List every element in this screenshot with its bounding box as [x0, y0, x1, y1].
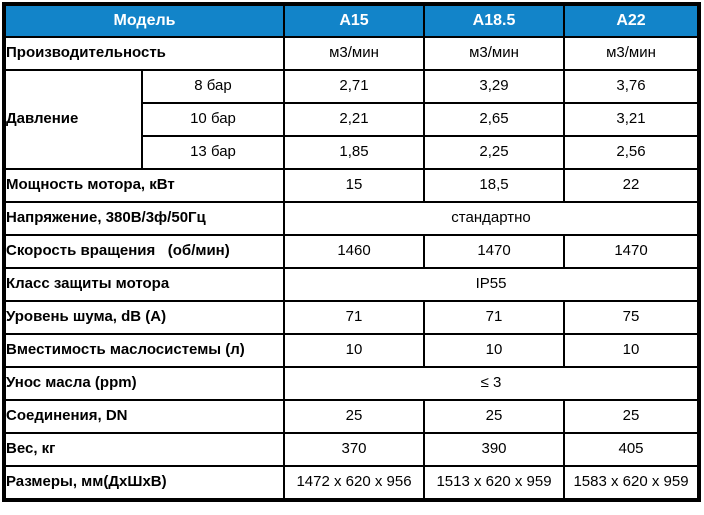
row-label-motor-power: Мощность мотора, кВт	[3, 168, 285, 203]
table-row-voltage: Напряжение, 380В/3ф/50Гц стандартно	[3, 201, 700, 236]
table-row-protection-class: Класс защиты мотора IP55	[3, 267, 700, 302]
sub-label-13bar: 13 бар	[141, 135, 285, 170]
cell-8bar-a22: 3,76	[563, 69, 700, 104]
table-row-dimensions: Размеры, мм(ДхШхВ) 1472 x 620 x 956 1513…	[3, 465, 700, 501]
cell-connections-a15: 25	[283, 399, 425, 434]
table-row-capacity: Производительность м3/мин м3/мин м3/мин	[3, 36, 700, 71]
cell-10bar-a22: 3,21	[563, 102, 700, 137]
cell-weight-a15: 370	[283, 432, 425, 467]
cell-13bar-a18-5: 2,25	[423, 135, 565, 170]
row-label-protection-class: Класс защиты мотора	[3, 267, 285, 302]
cell-dimensions-a22: 1583 x 620 x 959	[563, 465, 700, 501]
cell-oil-capacity-a22: 10	[563, 333, 700, 368]
cell-noise-level-a22: 75	[563, 300, 700, 335]
table-row-oil-carryover: Унос масла (ppm) ≤ 3	[3, 366, 700, 401]
cell-dimensions-a18-5: 1513 x 620 x 959	[423, 465, 565, 501]
table-row-pressure-10bar: 10 бар 2,21 2,65 3,21	[4, 102, 700, 137]
row-label-capacity: Производительность	[3, 36, 285, 71]
table-row-connections: Соединения, DN 25 25 25	[3, 399, 700, 434]
header-col-a22: A22	[563, 3, 700, 38]
cell-rotation-speed-a15: 1460	[283, 234, 425, 269]
cell-oil-capacity-a18-5: 10	[423, 333, 565, 368]
cell-10bar-a15: 2,21	[283, 102, 425, 137]
table-row-motor-power: Мощность мотора, кВт 15 18,5 22	[3, 168, 700, 203]
table-row-pressure-13bar: 13 бар 1,85 2,25 2,56	[4, 135, 700, 170]
cell-connections-a18-5: 25	[423, 399, 565, 434]
cell-motor-power-a22: 22	[563, 168, 700, 203]
cell-motor-power-a15: 15	[283, 168, 425, 203]
header-col-a18-5: A18.5	[423, 3, 565, 38]
cell-capacity-unit-a22: м3/мин	[563, 36, 700, 71]
cell-rotation-speed-a22: 1470	[563, 234, 700, 269]
spec-table-container: Модель A15 A18.5 A22 Производительность …	[2, 2, 701, 502]
row-label-rotation-speed: Скорость вращения (об/мин)	[3, 234, 285, 269]
cell-weight-a22: 405	[563, 432, 700, 467]
cell-rotation-speed-a18-5: 1470	[423, 234, 565, 269]
row-label-oil-carryover: Унос масла (ppm)	[3, 366, 285, 401]
table-row-noise-level: Уровень шума, dB (A) 71 71 75	[3, 300, 700, 335]
cell-dimensions-a15: 1472 x 620 x 956	[283, 465, 425, 501]
cell-capacity-unit-a15: м3/мин	[283, 36, 425, 71]
sub-label-10bar: 10 бар	[141, 102, 285, 137]
cell-oil-capacity-a15: 10	[283, 333, 425, 368]
cell-noise-level-a15: 71	[283, 300, 425, 335]
cell-noise-level-a18-5: 71	[423, 300, 565, 335]
table-row-rotation-speed: Скорость вращения (об/мин) 1460 1470 147…	[3, 234, 700, 269]
cell-10bar-a18-5: 2,65	[423, 102, 565, 137]
cell-13bar-a15: 1,85	[283, 135, 425, 170]
table-row-weight: Вес, кг 370 390 405	[3, 432, 700, 467]
row-label-pressure: Давление	[3, 69, 143, 170]
cell-8bar-a18-5: 3,29	[423, 69, 565, 104]
cell-oil-carryover-merged: ≤ 3	[283, 366, 700, 401]
table-header-row: Модель A15 A18.5 A22	[3, 3, 700, 38]
row-label-voltage: Напряжение, 380В/3ф/50Гц	[3, 201, 285, 236]
cell-protection-class-merged: IP55	[283, 267, 700, 302]
table-row-oil-capacity: Вместимость маслосистемы (л) 10 10 10	[3, 333, 700, 368]
spec-table: Модель A15 A18.5 A22 Производительность …	[2, 2, 701, 502]
row-label-oil-capacity: Вместимость маслосистемы (л)	[3, 333, 285, 368]
cell-connections-a22: 25	[563, 399, 700, 434]
row-label-connections: Соединения, DN	[3, 399, 285, 434]
cell-13bar-a22: 2,56	[563, 135, 700, 170]
cell-motor-power-a18-5: 18,5	[423, 168, 565, 203]
sub-label-8bar: 8 бар	[141, 69, 285, 104]
cell-weight-a18-5: 390	[423, 432, 565, 467]
cell-voltage-merged: стандартно	[283, 201, 700, 236]
cell-capacity-unit-a18-5: м3/мин	[423, 36, 565, 71]
row-label-noise-level: Уровень шума, dB (A)	[3, 300, 285, 335]
header-col-a15: A15	[283, 3, 425, 38]
cell-8bar-a15: 2,71	[283, 69, 425, 104]
row-label-weight: Вес, кг	[3, 432, 285, 467]
table-row-pressure-8bar: Давление 8 бар 2,71 3,29 3,76	[3, 69, 700, 170]
row-label-dimensions: Размеры, мм(ДхШхВ)	[3, 465, 285, 501]
header-model-label: Модель	[3, 3, 285, 38]
